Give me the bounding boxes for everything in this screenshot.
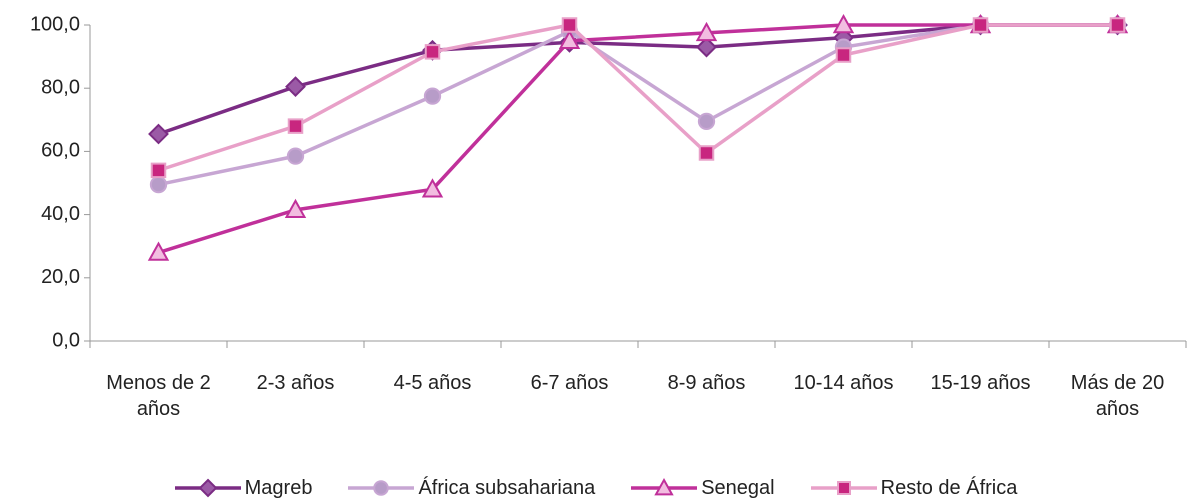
legend-symbol [631,477,698,496]
marker [147,241,170,261]
marker [423,87,442,105]
legend-label: Magreb [244,476,313,499]
x-tick-label: 2-3 años [256,372,335,394]
x-tick-label: 10-14 años [793,372,894,394]
series-line [157,23,1118,255]
marker [287,118,304,134]
x-tick-label: Menos de 2 años [106,372,211,420]
legend-item: Magreb [173,476,313,500]
legend-symbol [810,481,877,495]
marker [373,480,390,496]
legend-item: Resto de África [809,476,1018,500]
marker [836,481,851,495]
legend-symbol [348,480,415,496]
legend-label: Senegal [701,476,775,499]
x-tick-label: 6-7 años [530,372,609,394]
legend-label: Resto de África [880,476,1018,499]
marker [149,175,168,194]
y-tick-label: 0,0 [52,329,80,351]
marker [284,198,307,219]
legend: Magreb África subsahariana Senegal Resto de… [0,476,1190,500]
marker [198,478,218,498]
marker [285,76,306,98]
marker [1109,17,1126,33]
marker [654,477,674,496]
y-tick-label: 40,0 [41,203,80,225]
marker [695,21,718,42]
marker [424,44,441,60]
marker [148,123,169,145]
marker [835,47,852,63]
y-tick-label: 80,0 [41,76,80,98]
x-tick-label: 4-5 años [393,372,472,394]
x-tick-label: 15-19 años [930,372,1031,394]
marker [972,17,989,33]
series-line [157,23,1118,136]
x-tick-label: 8-9 años [667,372,746,394]
legend-item: África subsahariana [346,476,595,500]
legend-item: Senegal [629,476,775,500]
marker [421,178,444,198]
marker [286,147,305,165]
marker [832,13,855,34]
y-tick-label: 100,0 [30,13,80,35]
marker [698,145,715,161]
y-tick-label: 60,0 [41,140,80,162]
y-tick-label: 20,0 [41,266,80,288]
legend-label: África subsahariana [418,476,596,499]
x-tick-label: Más de 20 años [1070,372,1165,420]
marker [150,162,167,179]
marker [561,17,578,33]
marker [558,29,581,49]
legend-symbol [174,478,241,498]
plot: 0,0 20,0 40,0 60,0 80,0 100,0 [30,13,1187,351]
series-line [157,23,1118,173]
marker [696,36,717,58]
marker [697,112,716,131]
